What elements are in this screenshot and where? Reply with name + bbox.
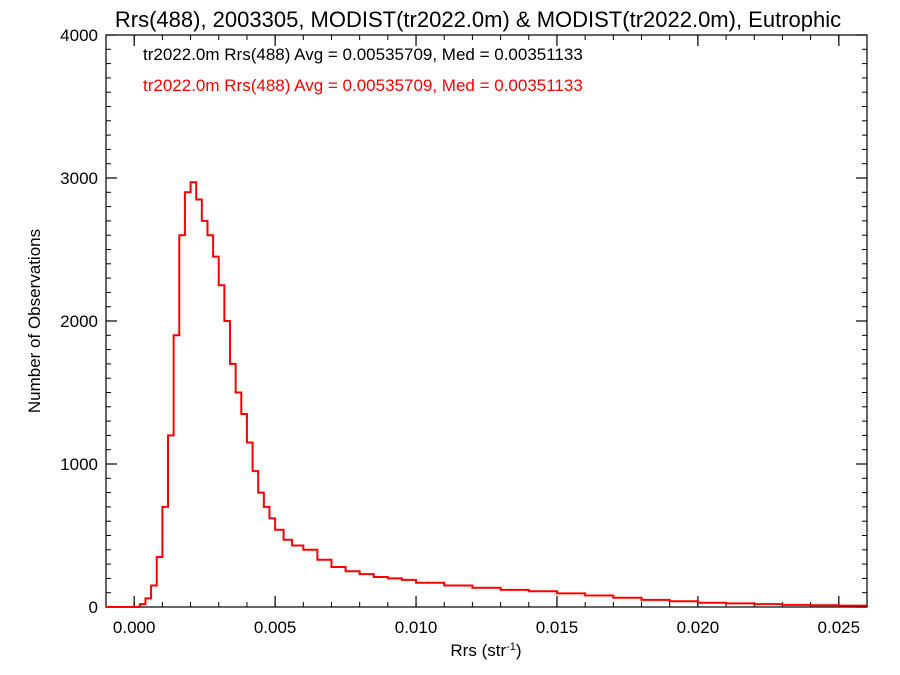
legend-entry-red: tr2022.0m Rrs(488) Avg = 0.00535709, Med…	[143, 76, 583, 95]
plot-frame	[105, 34, 868, 608]
x-tick-label: 0.000	[113, 618, 156, 637]
legend-entry-black: tr2022.0m Rrs(488) Avg = 0.00535709, Med…	[143, 45, 583, 64]
x-tick-label: 0.005	[254, 618, 297, 637]
y-axis-ticks: 0 1000 2000 3000 4000	[60, 26, 867, 617]
y-tick-label: 3000	[60, 169, 98, 188]
x-tick-label: 0.025	[818, 618, 861, 637]
x-tick-label: 0.015	[536, 618, 579, 637]
y-tick-label: 0	[89, 598, 98, 617]
x-axis-label: Rrs (str-1)	[450, 641, 521, 660]
series-line-1	[106, 181, 868, 608]
y-tick-label: 1000	[60, 455, 98, 474]
y-axis-label: Number of Observations	[25, 229, 44, 413]
series-layer	[106, 181, 868, 608]
y-tick-label: 2000	[60, 312, 98, 331]
x-axis-ticks: 0.000 0.005 0.010 0.015 0.020 0.025	[113, 35, 868, 637]
x-axis-label-close: )	[516, 641, 522, 660]
x-axis-label-superscript: -1	[506, 641, 516, 653]
chart-title: Rrs(488), 2003305, MODIST(tr2022.0m) & M…	[115, 7, 841, 32]
x-axis-label-main: Rrs (str	[450, 641, 506, 660]
x-tick-label: 0.020	[677, 618, 720, 637]
y-tick-label: 4000	[60, 26, 98, 45]
x-tick-label: 0.010	[395, 618, 438, 637]
